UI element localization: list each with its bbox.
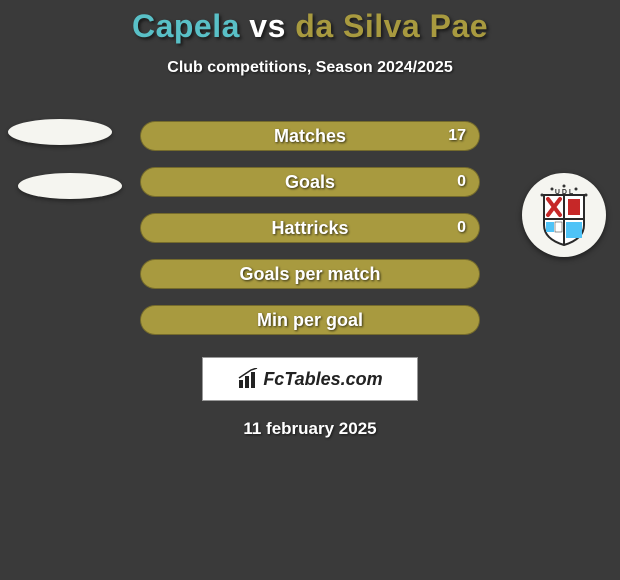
stat-label: Matches bbox=[140, 121, 480, 151]
stat-label: Min per goal bbox=[140, 305, 480, 335]
page-title: Capela vs da Silva Pae bbox=[0, 0, 620, 45]
stat-label: Goals bbox=[140, 167, 480, 197]
stat-value-right: 0 bbox=[457, 213, 466, 243]
stat-label: Goals per match bbox=[140, 259, 480, 289]
stat-row: Goals0 bbox=[0, 159, 620, 205]
stat-value-right: 17 bbox=[448, 121, 466, 151]
chart-icon bbox=[237, 368, 259, 390]
stats-area: U D L Matches17Goals0Hattricks0Goals per… bbox=[0, 113, 620, 343]
stat-value-right: 0 bbox=[457, 167, 466, 197]
stat-bar: Matches17 bbox=[140, 121, 480, 151]
stat-label: Hattricks bbox=[140, 213, 480, 243]
vs-separator: vs bbox=[240, 8, 295, 44]
stat-row: Hattricks0 bbox=[0, 205, 620, 251]
stat-row: Min per goal bbox=[0, 297, 620, 343]
brand-logo[interactable]: FcTables.com bbox=[202, 357, 418, 401]
stat-row: Goals per match bbox=[0, 251, 620, 297]
stat-bar: Min per goal bbox=[140, 305, 480, 335]
player1-name: Capela bbox=[132, 8, 240, 44]
stat-bar: Hattricks0 bbox=[140, 213, 480, 243]
subtitle: Club competitions, Season 2024/2025 bbox=[0, 59, 620, 77]
date-line: 11 february 2025 bbox=[0, 419, 620, 439]
comparison-card: Capela vs da Silva Pae Club competitions… bbox=[0, 0, 620, 439]
stat-rows-container: Matches17Goals0Hattricks0Goals per match… bbox=[0, 113, 620, 343]
stat-row: Matches17 bbox=[0, 113, 620, 159]
stat-bar: Goals0 bbox=[140, 167, 480, 197]
stat-bar: Goals per match bbox=[140, 259, 480, 289]
brand-text: FcTables.com bbox=[263, 369, 382, 390]
player2-name: da Silva Pae bbox=[295, 8, 488, 44]
